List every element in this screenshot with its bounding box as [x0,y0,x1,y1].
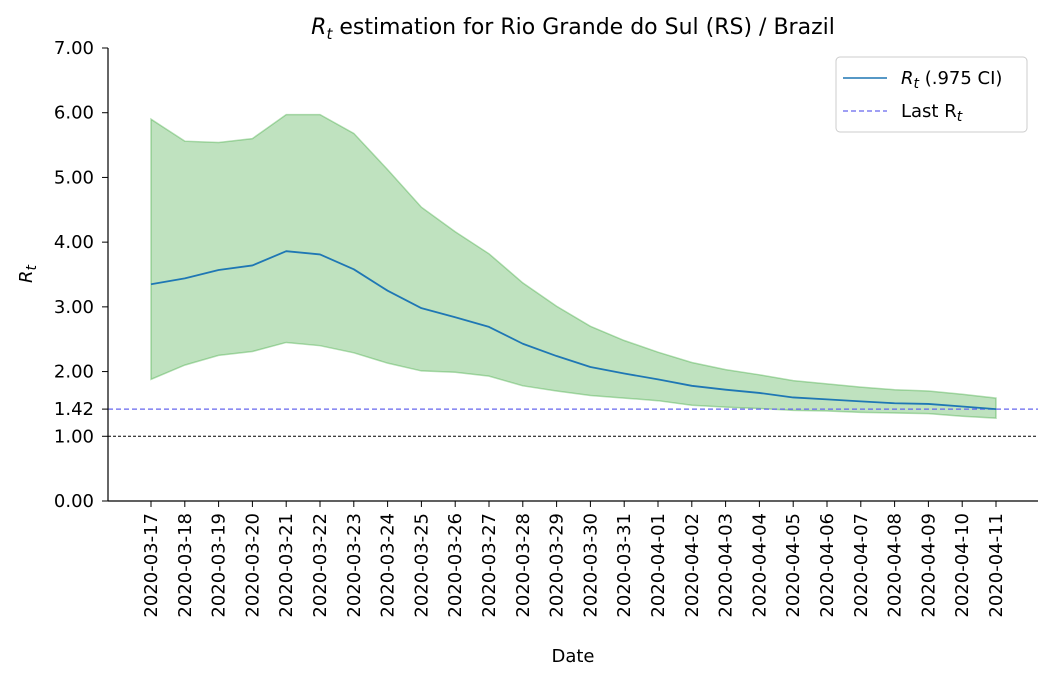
y-tick-label: 6.00 [54,103,94,124]
y-tick-label: 3.00 [54,297,94,318]
y-tick-label: 1.42 [54,399,94,420]
legend-box [835,56,1028,133]
x-tick-label: 2020-04-11 [986,513,1007,618]
legend: Rt (.975 CI) Last Rt [835,56,1028,133]
x-tick-label: 2020-03-21 [276,513,297,618]
x-tick-label: 2020-03-24 [378,513,399,618]
x-tick-label: 2020-03-30 [580,513,601,618]
x-tick-label: 2020-03-17 [141,513,162,618]
y-tick-label: 0.00 [54,491,94,512]
chart-title: Rt estimation for Rio Grande do Sul (RS)… [311,15,835,43]
y-tick-label: 5.00 [54,167,94,188]
x-tick-label: 2020-03-27 [479,513,500,618]
x-tick-label: 2020-04-09 [918,513,939,618]
x-tick-label: 2020-03-28 [513,513,534,618]
x-tick-label: 2020-03-26 [445,513,466,618]
reference-lines-layer [108,408,1038,437]
rt-series-line [150,250,997,411]
x-tick-label: 2020-03-23 [344,513,365,618]
y-tick-label: 2.00 [54,362,94,383]
y-tick-label: 7.00 [54,38,94,59]
x-tick-label: 2020-03-31 [614,513,635,618]
x-tick-label: 2020-04-08 [885,513,906,618]
y-tick-label: 1.00 [54,426,94,447]
x-tick-label: 2020-03-25 [411,513,432,618]
x-tick-label: 2020-04-03 [716,513,737,618]
x-tick-label: 2020-04-07 [851,513,872,618]
x-tick-label: 2020-03-20 [242,513,263,618]
y-axis-title: Rt [16,264,40,283]
x-tick-label: 2020-03-22 [310,513,331,618]
ci-band-layer [150,113,997,419]
x-axis-title: Date [551,646,594,667]
x-tick-label: 2020-04-06 [817,513,838,618]
x-tick-label: 2020-03-29 [547,513,568,618]
rt-line-layer [150,250,997,411]
x-tick-label: 2020-04-10 [952,513,973,618]
x-tick-label: 2020-03-18 [175,513,196,618]
axes-layer: 0.00 1.00 1.42 2.00 3.00 4.00 5.00 6.00 7.00 2020… [54,38,1038,618]
x-tick-label: 2020-03-19 [209,513,230,618]
x-tick-label: 2020-04-01 [648,513,669,618]
x-tick-label: 2020-04-04 [749,513,770,618]
x-tick-label: 2020-04-02 [682,513,703,618]
legend-label-rt: Rt (.975 CI) [901,68,1002,92]
x-tick-label: 2020-04-05 [783,513,804,618]
legend-label-last-rt: Last Rt [901,101,963,125]
ci-band [150,113,997,419]
y-tick-label: 4.00 [54,232,94,253]
